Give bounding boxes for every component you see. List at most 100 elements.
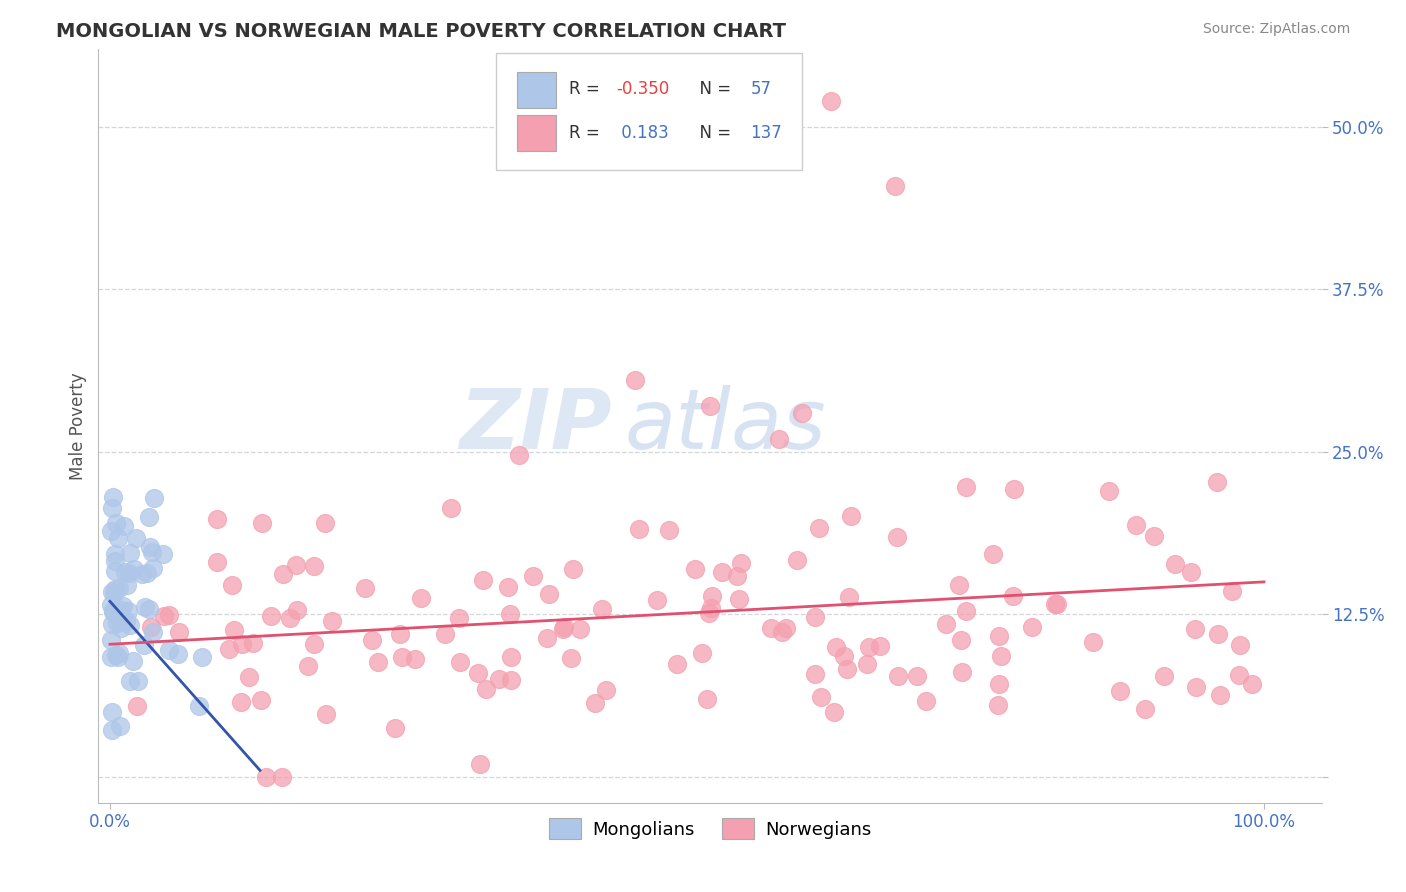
Point [488,673,510,687]
Point [820,94,842,108]
Point [114,566,136,580]
Point [775,622,797,636]
Point [725,569,748,583]
FancyBboxPatch shape [517,71,555,108]
Point [302,637,325,651]
Point [551,622,574,636]
Point [1229,638,1251,652]
Point [125,698,148,713]
Point [101,705,124,719]
Point [841,508,863,523]
Point [468,756,491,771]
Point [711,565,734,579]
Point [1184,622,1206,636]
Point [354,581,377,595]
Y-axis label: Male Poverty: Male Poverty [69,372,87,480]
Text: N =: N = [689,80,737,98]
Text: 137: 137 [751,124,782,142]
Point [142,624,165,639]
Point [105,616,128,631]
Point [118,546,141,560]
Point [1206,475,1229,490]
Point [270,770,292,784]
Point [988,677,1011,691]
Point [222,624,245,638]
Point [835,662,858,676]
Point [987,698,1010,712]
Point [501,650,523,665]
Point [981,547,1004,561]
Point [101,501,124,516]
Text: ZIP: ZIP [460,385,612,467]
Point [134,638,156,652]
Point [100,649,122,664]
Point [107,646,129,660]
Point [250,516,273,531]
Point [142,560,165,574]
Point [256,770,278,784]
Point [141,620,163,634]
Point [138,510,160,524]
Text: Source: ZipAtlas.com: Source: ZipAtlas.com [1202,22,1350,37]
FancyBboxPatch shape [517,115,555,152]
Point [825,640,848,654]
Point [770,625,793,640]
Point [858,640,880,654]
Point [1220,584,1243,599]
Point [136,566,159,581]
Point [115,614,138,628]
Text: atlas: atlas [624,385,827,467]
Point [1143,529,1166,543]
Point [645,592,668,607]
Point [792,406,814,420]
Text: N =: N = [689,124,737,142]
FancyBboxPatch shape [496,53,801,169]
Point [697,606,720,620]
Point [117,604,139,618]
Point [440,501,463,516]
Point [284,558,307,573]
Point [315,706,337,721]
Point [103,605,125,619]
Point [1164,557,1187,571]
Point [804,667,827,681]
Point [104,516,127,531]
Point [955,604,977,618]
Point [1021,620,1043,634]
Point [905,669,928,683]
Point [115,577,138,591]
Point [104,582,127,596]
Point [499,607,522,621]
Point [935,617,957,632]
Point [108,718,131,732]
Point [823,705,845,719]
Point [522,569,544,583]
Point [152,547,174,561]
Point [231,637,253,651]
Point [1004,482,1026,496]
Point [832,649,855,664]
Point [157,607,180,622]
Point [278,611,301,625]
Point [166,647,188,661]
Point [139,540,162,554]
Point [810,690,832,705]
Point [759,621,782,635]
Point [101,603,124,617]
Point [110,603,132,617]
Point [238,670,260,684]
Point [104,554,127,568]
Point [727,592,749,607]
Point [384,721,406,735]
Point [271,566,294,581]
Point [221,577,243,591]
Point [685,562,707,576]
Point [990,648,1012,663]
Point [111,599,134,614]
Point [117,566,139,581]
Point [120,673,142,688]
Text: R =: R = [569,80,606,98]
Point [1153,669,1175,683]
Point [1180,565,1202,579]
Point [389,627,412,641]
